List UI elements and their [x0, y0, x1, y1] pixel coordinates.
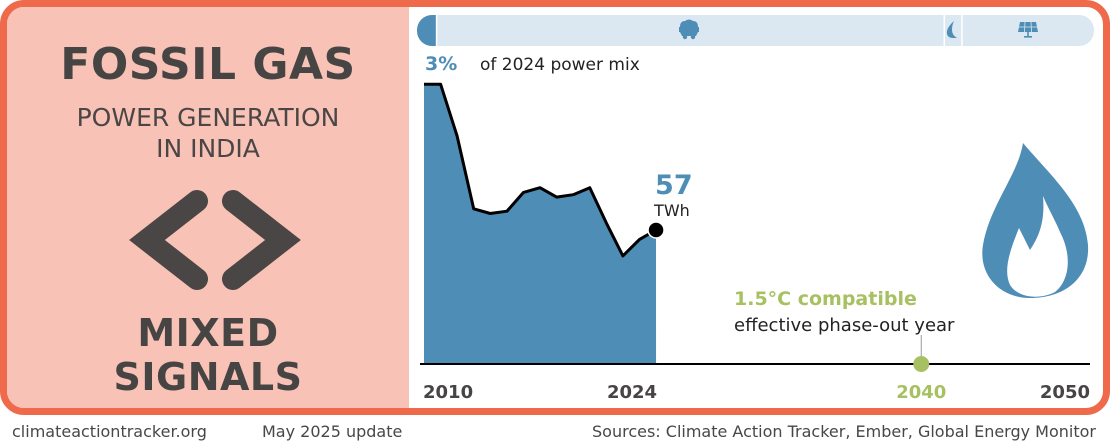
x-tick-2024: 2024 [607, 382, 657, 403]
power-mix-bar [417, 15, 1094, 46]
subtitle: POWER GENERATION IN INDIA [7, 102, 409, 164]
phaseout-label-line2: effective phase-out year [734, 315, 955, 336]
footer-update: May 2025 update [262, 422, 403, 441]
flame-icon [982, 143, 1089, 298]
generation-area [424, 84, 657, 364]
page-title: FOSSIL GAS [60, 39, 356, 90]
coal-cart-icon [679, 19, 699, 40]
infographic-frame: FOSSIL GAS POWER GENERATION IN INDIA MIX… [0, 0, 1110, 415]
chevrons-left-right-icon [129, 190, 301, 290]
phaseout-label-line1: 1.5°C compatible [734, 288, 917, 310]
x-tick-2010: 2010 [423, 382, 473, 403]
footer-sources: Sources: Climate Action Tracker, Ember, … [592, 422, 1096, 441]
endpoint-marker [647, 221, 665, 239]
subtitle-line1: POWER GENERATION [76, 103, 340, 132]
mix-share-text: of 2024 power mix [480, 55, 640, 75]
end-value-label: 57 [655, 170, 693, 201]
chart: 3% of 2024 power mix 57 TWh 1.5°C compat… [417, 15, 1094, 403]
mix-segment-hydro [945, 15, 962, 46]
mix-segment-gas [417, 15, 436, 46]
signal-line2: SIGNALS [113, 355, 303, 399]
x-tick-labels: 2010 2024 2040 2050 [423, 382, 1090, 403]
water-drop-icon [946, 21, 957, 38]
status-signal: MIXED SIGNALS [7, 311, 409, 399]
x-tick-2040: 2040 [896, 382, 946, 403]
phaseout-marker [913, 356, 930, 372]
x-tick-2050: 2050 [1040, 382, 1090, 403]
signal-line1: MIXED [137, 311, 279, 355]
subtitle-line2: IN INDIA [156, 134, 260, 163]
generation-line [424, 82, 657, 258]
footer-site[interactable]: climateactiontracker.org [12, 422, 207, 441]
end-unit-label: TWh [653, 201, 690, 220]
solar-panel-icon [1018, 21, 1038, 38]
left-panel: FOSSIL GAS POWER GENERATION IN INDIA MIX… [7, 7, 409, 408]
mix-share-value: 3% [425, 53, 457, 75]
